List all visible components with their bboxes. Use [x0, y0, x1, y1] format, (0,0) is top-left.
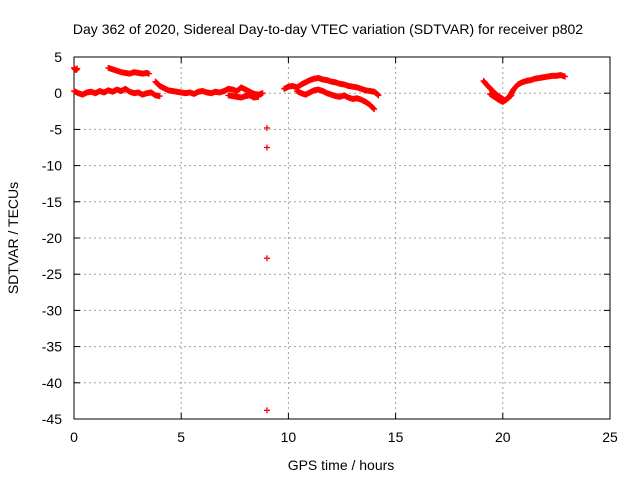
chart-title: Day 362 of 2020, Sidereal Day-to-day VTE… [73, 21, 583, 37]
data-point [507, 93, 514, 100]
data-point [375, 92, 382, 99]
x-tick-label: 0 [70, 429, 78, 445]
x-tick-label: 5 [177, 429, 185, 445]
y-tick-label: -15 [42, 194, 62, 210]
x-tick-label: 10 [281, 429, 297, 445]
y-tick-label: -30 [42, 302, 62, 318]
data-point [255, 93, 262, 100]
data-point [263, 255, 270, 262]
data-point [263, 144, 270, 151]
data-point [146, 70, 153, 77]
grid [74, 57, 610, 419]
y-tick-label: -40 [42, 375, 62, 391]
y-tick-label: -5 [50, 121, 63, 137]
data-point [156, 93, 163, 100]
y-tick-label: -35 [42, 339, 62, 355]
plot-frame [73, 56, 611, 420]
tick-labels: 0 5 10 15 20 25 5 0 -5 -10 -15 -20 -25 -30 -35 -40 -45 [42, 49, 618, 445]
y-tick-label: -25 [42, 266, 62, 282]
x-tick-label: 15 [388, 429, 404, 445]
y-tick-label: 5 [54, 49, 62, 65]
y-tick-label: -10 [42, 158, 62, 174]
data-points [71, 64, 568, 414]
x-tick-label: 20 [495, 429, 511, 445]
y-axis-label: SDTVAR / TECUs [5, 182, 21, 294]
y-tick-label: -20 [42, 230, 62, 246]
x-tick-label: 25 [602, 429, 618, 445]
data-point [371, 106, 378, 113]
x-axis-label: GPS time / hours [288, 457, 395, 473]
data-point [370, 105, 377, 112]
data-point [263, 407, 270, 414]
y-tick-label: -45 [42, 411, 62, 427]
y-tick-label: 0 [54, 85, 62, 101]
data-point [259, 90, 266, 97]
data-point [561, 73, 568, 80]
data-point [263, 124, 270, 131]
data-point [74, 65, 81, 72]
data-point [374, 91, 381, 98]
data-point [508, 92, 515, 99]
